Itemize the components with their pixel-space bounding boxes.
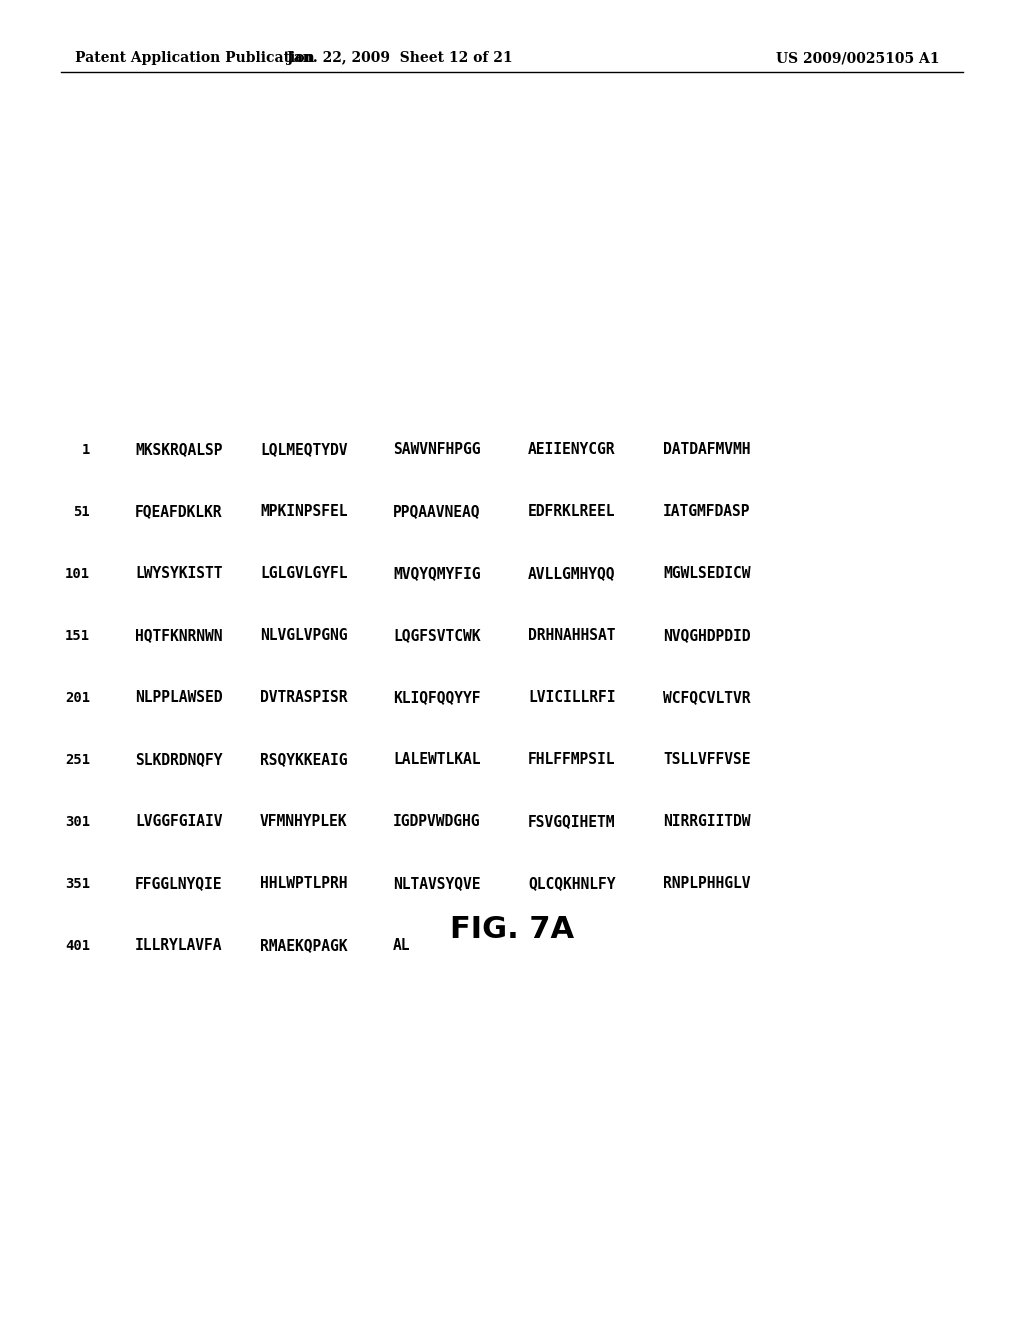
Text: NVQGHDPDID: NVQGHDPDID (663, 628, 751, 644)
Text: LQGFSVTCWK: LQGFSVTCWK (393, 628, 480, 644)
Text: LALEWTLKAL: LALEWTLKAL (393, 752, 480, 767)
Text: TSLLVFFVSE: TSLLVFFVSE (663, 752, 751, 767)
Text: Patent Application Publication: Patent Application Publication (75, 51, 314, 65)
Text: US 2009/0025105 A1: US 2009/0025105 A1 (776, 51, 940, 65)
Text: FIG. 7A: FIG. 7A (450, 916, 574, 945)
Text: Jan. 22, 2009  Sheet 12 of 21: Jan. 22, 2009 Sheet 12 of 21 (287, 51, 513, 65)
Text: FSVGQIHETM: FSVGQIHETM (528, 814, 615, 829)
Text: 151: 151 (65, 630, 90, 643)
Text: EDFRKLREEL: EDFRKLREEL (528, 504, 615, 520)
Text: 1: 1 (82, 444, 90, 457)
Text: 401: 401 (65, 939, 90, 953)
Text: LVICILLRFI: LVICILLRFI (528, 690, 615, 705)
Text: 101: 101 (65, 568, 90, 581)
Text: AL: AL (393, 939, 411, 953)
Text: MVQYQMYFIG: MVQYQMYFIG (393, 566, 480, 582)
Text: NIRRGIITDW: NIRRGIITDW (663, 814, 751, 829)
Text: RSQYKKEAIG: RSQYKKEAIG (260, 752, 347, 767)
Text: 51: 51 (74, 506, 90, 519)
Text: FQEAFDKLKR: FQEAFDKLKR (135, 504, 222, 520)
Text: PPQAAVNEAQ: PPQAAVNEAQ (393, 504, 480, 520)
Text: 201: 201 (65, 690, 90, 705)
Text: QLCQKHNLFY: QLCQKHNLFY (528, 876, 615, 891)
Text: VFMNHYPLEK: VFMNHYPLEK (260, 814, 347, 829)
Text: MGWLSEDICW: MGWLSEDICW (663, 566, 751, 582)
Text: MPKINPSFEL: MPKINPSFEL (260, 504, 347, 520)
Text: LGLGVLGYFL: LGLGVLGYFL (260, 566, 347, 582)
Text: AEIIENYCGR: AEIIENYCGR (528, 442, 615, 458)
Text: HHLWPTLPRH: HHLWPTLPRH (260, 876, 347, 891)
Text: HQTFKNRNWN: HQTFKNRNWN (135, 628, 222, 644)
Text: NLPPLAWSED: NLPPLAWSED (135, 690, 222, 705)
Text: RMAEKQPAGK: RMAEKQPAGK (260, 939, 347, 953)
Text: 251: 251 (65, 752, 90, 767)
Text: LWYSYKISTT: LWYSYKISTT (135, 566, 222, 582)
Text: DATDAFMVMH: DATDAFMVMH (663, 442, 751, 458)
Text: FFGGLNYQIE: FFGGLNYQIE (135, 876, 222, 891)
Text: MKSKRQALSP: MKSKRQALSP (135, 442, 222, 458)
Text: LQLMEQTYDV: LQLMEQTYDV (260, 442, 347, 458)
Text: SLKDRDNQFY: SLKDRDNQFY (135, 752, 222, 767)
Text: RNPLPHHGLV: RNPLPHHGLV (663, 876, 751, 891)
Text: KLIQFQQYYF: KLIQFQQYYF (393, 690, 480, 705)
Text: NLTAVSYQVE: NLTAVSYQVE (393, 876, 480, 891)
Text: NLVGLVPGNG: NLVGLVPGNG (260, 628, 347, 644)
Text: DVTRASPISR: DVTRASPISR (260, 690, 347, 705)
Text: DRHNAHHSAT: DRHNAHHSAT (528, 628, 615, 644)
Text: IATGMFDASP: IATGMFDASP (663, 504, 751, 520)
Text: WCFQCVLTVR: WCFQCVLTVR (663, 690, 751, 705)
Text: 351: 351 (65, 876, 90, 891)
Text: LVGGFGIAIV: LVGGFGIAIV (135, 814, 222, 829)
Text: IGDPVWDGHG: IGDPVWDGHG (393, 814, 480, 829)
Text: SAWVNFHPGG: SAWVNFHPGG (393, 442, 480, 458)
Text: 301: 301 (65, 814, 90, 829)
Text: FHLFFMPSIL: FHLFFMPSIL (528, 752, 615, 767)
Text: AVLLGMHYQQ: AVLLGMHYQQ (528, 566, 615, 582)
Text: ILLRYLAVFA: ILLRYLAVFA (135, 939, 222, 953)
